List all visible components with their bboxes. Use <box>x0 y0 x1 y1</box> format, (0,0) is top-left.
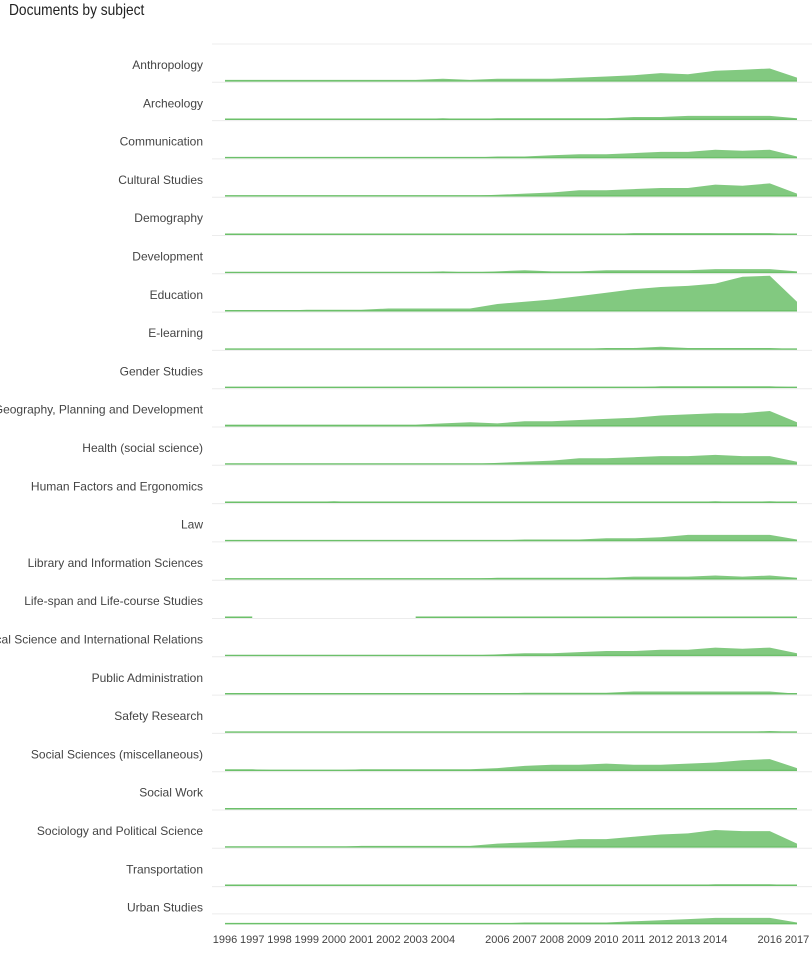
area-development <box>225 269 797 273</box>
x-tick-label: 2008 <box>540 934 564 946</box>
x-tick-label: 2017 <box>785 934 809 946</box>
x-tick-label: 2013 <box>676 934 700 946</box>
row-label-safety-research: Safety Research <box>114 709 203 723</box>
area-law <box>225 534 797 541</box>
row-label-library-and-information-sciences: Library and Information Sciences <box>28 556 203 570</box>
area-health-social-science <box>225 454 797 464</box>
row-label-e-learning: E-learning <box>148 326 203 340</box>
row-label-archeology: Archeology <box>143 96 203 110</box>
area-geography-planning-and-development <box>225 411 797 426</box>
x-tick-label: 2000 <box>322 934 346 946</box>
row-label-demography: Demography <box>134 211 203 225</box>
row-label-public-administration: Public Administration <box>92 671 203 685</box>
area-sociology-and-political-science <box>225 830 797 847</box>
x-tick-label: 2014 <box>703 934 727 946</box>
area-urban-studies <box>225 917 797 924</box>
row-label-anthropology: Anthropology <box>132 58 203 72</box>
row-label-communication: Communication <box>120 135 203 149</box>
x-tick-label: 2010 <box>594 934 618 946</box>
row-label-life-span-and-life-course-studies: Life-span and Life-course Studies <box>24 594 203 608</box>
area-political-science-and-international-relations <box>225 647 797 656</box>
row-label-transportation: Transportation <box>126 862 203 876</box>
area-cultural-studies <box>225 183 797 196</box>
x-tick-label: 2001 <box>349 934 373 946</box>
chart-title: Documents by subject <box>9 2 145 19</box>
x-tick-label: 1996 <box>213 934 237 946</box>
row-label-human-factors-and-ergonomics: Human Factors and Ergonomics <box>31 479 203 493</box>
x-tick-label: 1998 <box>267 934 291 946</box>
x-tick-label: 2011 <box>622 934 646 946</box>
row-label-law: Law <box>181 518 203 532</box>
area-social-sciences-miscellaneous <box>225 759 797 771</box>
x-tick-label: 2016 <box>758 934 782 946</box>
x-tick-label: 2004 <box>431 934 455 946</box>
row-label-cultural-studies: Cultural Studies <box>118 173 203 187</box>
area-anthropology <box>225 68 797 81</box>
area-archeology <box>225 115 797 120</box>
x-tick-label: 2009 <box>567 934 591 946</box>
x-tick-label: 2007 <box>512 934 536 946</box>
x-tick-label: 2012 <box>649 934 673 946</box>
area-education <box>225 275 797 311</box>
row-label-political-science-and-international-relations: Political Science and International Rela… <box>0 633 203 647</box>
row-label-health-social-science: Health (social science) <box>82 441 203 455</box>
row-label-gender-studies: Gender Studies <box>120 364 203 378</box>
x-tick-label: 1997 <box>240 934 264 946</box>
row-label-social-sciences-miscellaneous: Social Sciences (miscellaneous) <box>31 747 203 761</box>
row-label-sociology-and-political-science: Sociology and Political Science <box>37 824 203 838</box>
row-label-geography-planning-and-development: Geography, Planning and Development <box>0 403 204 417</box>
row-label-urban-studies: Urban Studies <box>127 901 203 915</box>
area-communication <box>225 149 797 158</box>
x-tick-label: 2002 <box>376 934 400 946</box>
area-library-and-information-sciences <box>225 575 797 579</box>
x-tick-label: 2006 <box>485 934 509 946</box>
row-label-social-work: Social Work <box>139 786 204 800</box>
row-label-education: Education <box>150 288 203 302</box>
row-label-development: Development <box>132 250 203 264</box>
x-tick-label: 1999 <box>294 934 318 946</box>
x-tick-label: 2003 <box>403 934 427 946</box>
